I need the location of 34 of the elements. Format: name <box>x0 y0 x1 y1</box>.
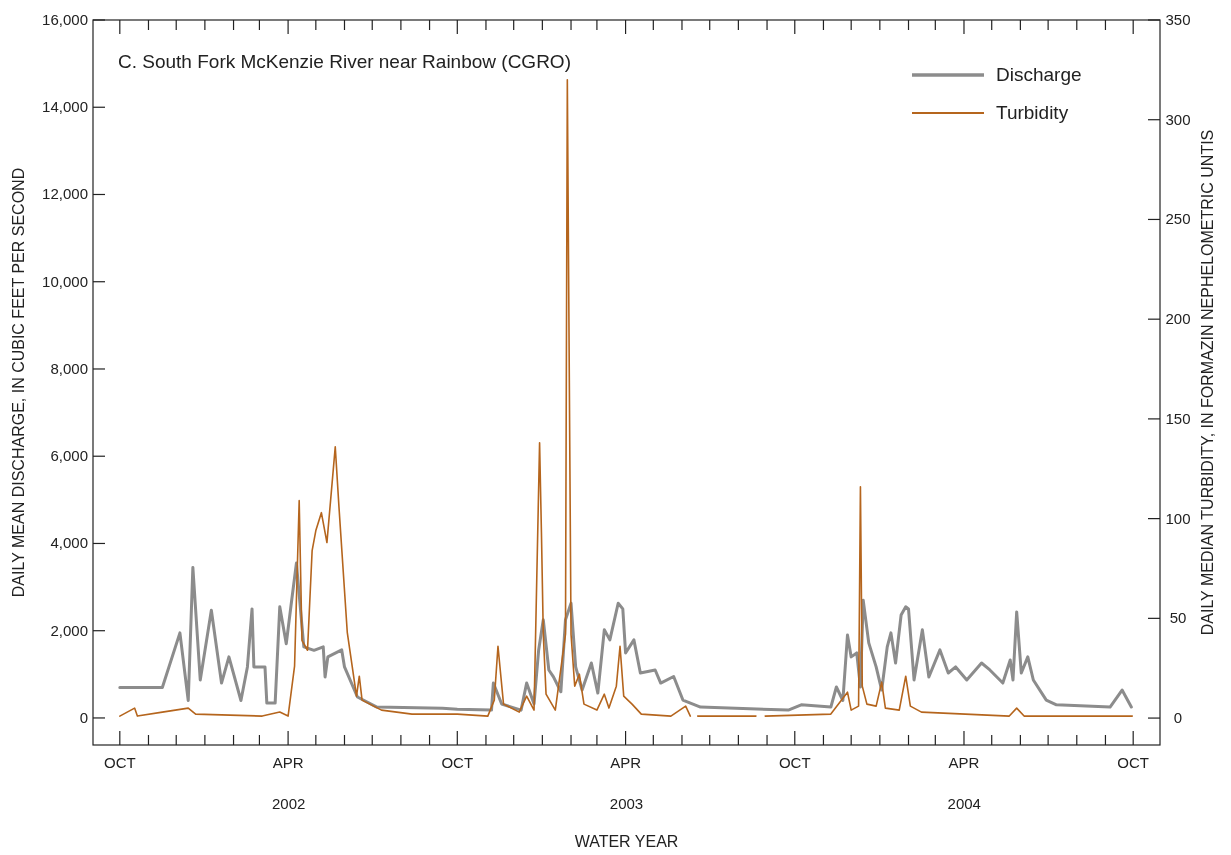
y2-tick-label: 350 <box>1165 11 1191 28</box>
text: 2004 <box>947 795 981 812</box>
x-tick-label: APR <box>948 754 980 771</box>
y2-tick-label: 0 <box>1173 709 1183 727</box>
y2-tick-label: 150 <box>1165 409 1191 427</box>
y-tick-label: 14,000 <box>42 98 88 116</box>
x-tick-label: OCT <box>778 754 811 771</box>
y-tick-label: 2,000 <box>50 621 88 639</box>
y-tick-label: 10,000 <box>42 272 88 290</box>
legend-label: Discharge <box>996 64 1082 85</box>
x-tick-label: OCT <box>441 754 474 771</box>
y-tick-label: 16,000 <box>42 11 88 28</box>
x-tick-label: APR <box>610 754 642 771</box>
y2-tick-label: 250 <box>1165 210 1191 228</box>
x-axis-title: WATER YEAR <box>574 833 679 850</box>
x-tick-label: OCT <box>1117 754 1150 771</box>
y2-tick-label: 200 <box>1165 310 1191 328</box>
y-tick-label: 6,000 <box>50 447 88 465</box>
line-series <box>118 561 1133 712</box>
y2-tick-label: 300 <box>1165 110 1191 128</box>
text: 2002 <box>272 795 306 812</box>
x-tick-label: OCT <box>103 754 136 771</box>
y2-tick-label: 50 <box>1169 609 1187 627</box>
y-tick-label: 4,000 <box>50 534 88 552</box>
text: 2003 <box>609 795 644 812</box>
y-tick-label: 8,000 <box>50 359 88 377</box>
text: C. South Fork McKenzie River near Rainbow (CGRO) <box>118 51 571 72</box>
y2-axis-title: DAILY MEDIAN TURBIDITY, IN FORMAZIN NEPHELOMETRIC UNTIS <box>1199 129 1216 636</box>
y-tick-label: 12,000 <box>42 185 88 203</box>
legend-label: Turbidity <box>996 102 1069 123</box>
y2-tick-label: 100 <box>1165 509 1191 527</box>
x-tick-label: APR <box>272 754 304 771</box>
y-axis-title: DAILY MEAN DISCHARGE, IN CUBIC FEET PER SECOND <box>10 167 27 598</box>
y-tick-label: 0 <box>79 708 88 726</box>
